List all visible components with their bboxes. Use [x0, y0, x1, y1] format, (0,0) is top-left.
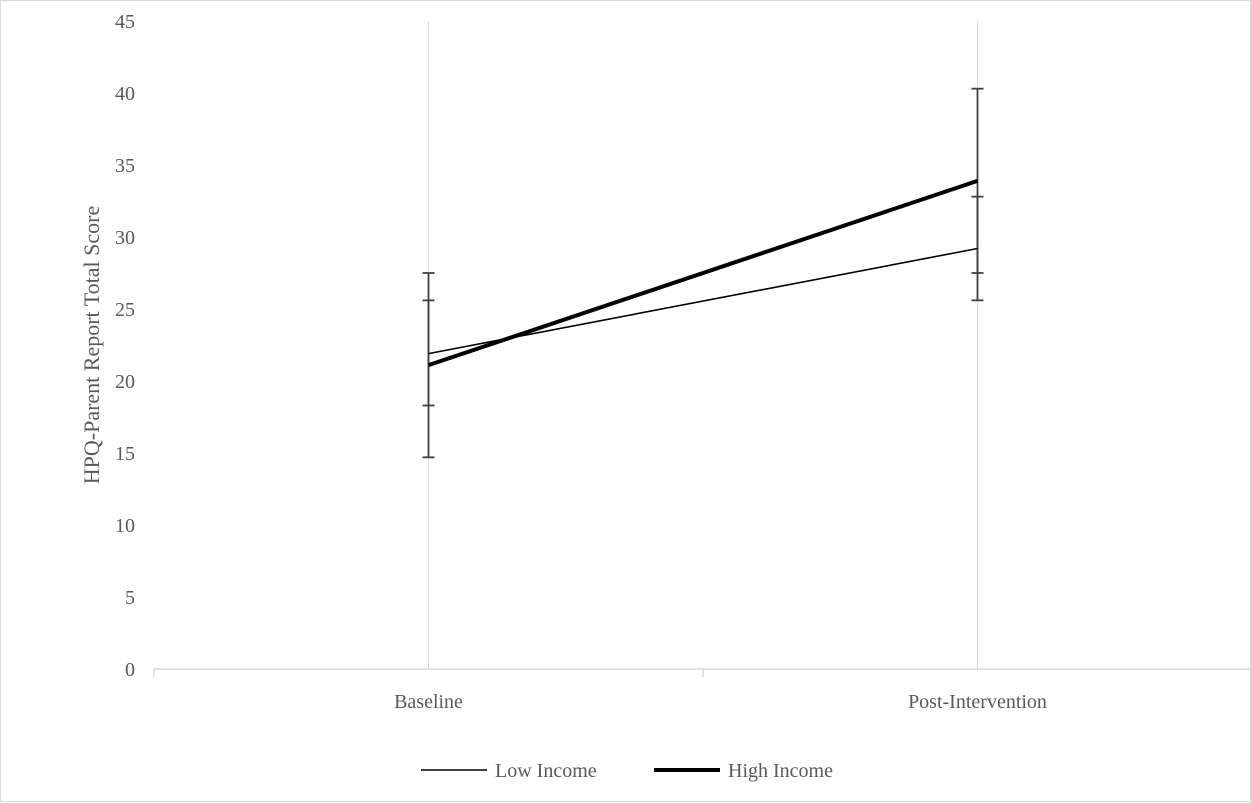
- y-tick-label: 30: [115, 227, 135, 249]
- y-tick-label: 45: [115, 11, 135, 33]
- series-lines: [427, 178, 979, 368]
- x-tick-labels: Baseline Post-Intervention: [394, 691, 1047, 713]
- y-axis-title: HPQ-Parent Report Total Score: [79, 206, 104, 485]
- y-tick-labels: 0 5 10 15 20 25 30 35 40 45: [115, 11, 135, 681]
- gridlines: [428, 21, 978, 669]
- y-tick-label: 25: [115, 299, 135, 321]
- y-tick-label: 5: [125, 587, 135, 609]
- y-tick-label: 35: [115, 155, 135, 177]
- x-tick-label: Post-Intervention: [908, 691, 1047, 713]
- legend-item-high-income: High Income: [654, 760, 833, 782]
- y-tick-label: 40: [115, 83, 135, 105]
- legend-item-low-income: Low Income: [421, 760, 597, 782]
- x-tick-label: Baseline: [394, 691, 463, 713]
- legend-label: Low Income: [495, 760, 597, 782]
- legend: Low Income High Income: [421, 760, 833, 782]
- axes: [153, 668, 1251, 677]
- y-tick-label: 15: [115, 443, 135, 465]
- y-tick-label: 20: [115, 371, 135, 393]
- series-line-high-income: [427, 178, 979, 368]
- y-tick-label: 0: [125, 659, 135, 681]
- legend-label: High Income: [728, 760, 833, 782]
- y-tick-label: 10: [115, 515, 135, 537]
